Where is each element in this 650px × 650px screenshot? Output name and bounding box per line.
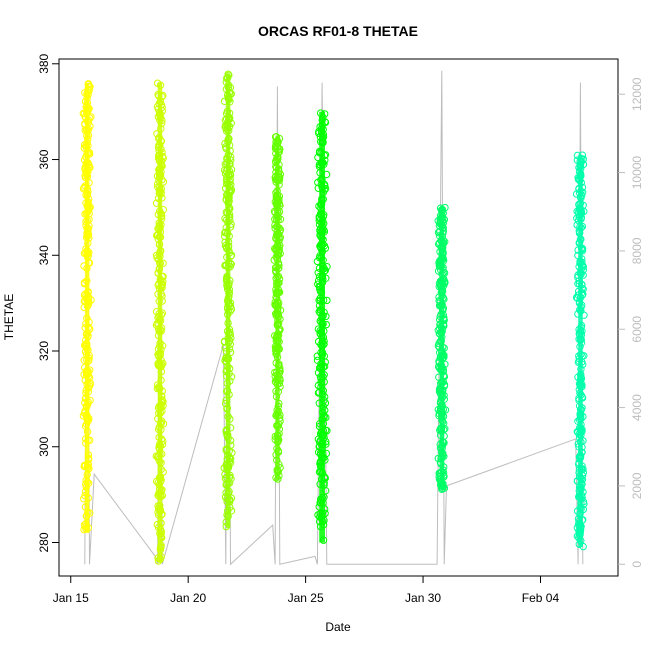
y2-tick-label: 12000 [630, 77, 644, 111]
y-tick-label: 340 [37, 245, 51, 265]
x-tick-label: Jan 30 [405, 591, 441, 605]
y2-tick-label: 4000 [630, 394, 644, 421]
y2-tick-label: 0 [630, 561, 644, 568]
scatter-series-flight-7 [572, 151, 588, 551]
y-axis-title: THETAE [2, 294, 16, 340]
plot-frame [58, 58, 619, 577]
data-point-band [275, 135, 280, 481]
scatter-series-flight-6 [434, 203, 450, 493]
altitude-trace [84, 70, 584, 566]
data-point-band [319, 111, 325, 543]
data-point-band [225, 73, 231, 529]
scatter-series-flight-2 [152, 79, 168, 565]
data-point-band [439, 207, 445, 490]
data-point-band [157, 82, 163, 562]
data-point-band [84, 82, 90, 533]
x-tick-label: Jan 20 [170, 591, 206, 605]
scatter-series-flight-1 [79, 80, 95, 534]
scatter-series-flight-4 [270, 133, 285, 483]
y2-tick-label: 10000 [630, 156, 644, 190]
x-tick-label: Feb 04 [522, 591, 560, 605]
y-tick-label: 320 [37, 341, 51, 361]
y2-tick-label: 6000 [630, 316, 644, 343]
y-tick-label: 360 [37, 149, 51, 169]
y-tick-label: 380 [37, 53, 51, 73]
y2-tick-label: 2000 [630, 472, 644, 499]
plot-area [79, 70, 588, 566]
chart-title: ORCAS RF01-8 THETAE [258, 23, 418, 39]
y-tick-label: 280 [37, 532, 51, 552]
scatter-series-flight-3 [220, 70, 236, 531]
data-point-band [578, 154, 583, 548]
x-axis-title: Date [325, 620, 351, 634]
scatter-series-flight-5 [313, 109, 331, 544]
y2-tick-label: 8000 [630, 237, 644, 264]
x-tick-label: Jan 15 [53, 591, 89, 605]
x-tick-label: Jan 25 [288, 591, 324, 605]
axes: 280 300 320 340 360 380 0 2000 4000 6000 8000 10000… [37, 53, 644, 605]
y-tick-label: 300 [37, 436, 51, 456]
